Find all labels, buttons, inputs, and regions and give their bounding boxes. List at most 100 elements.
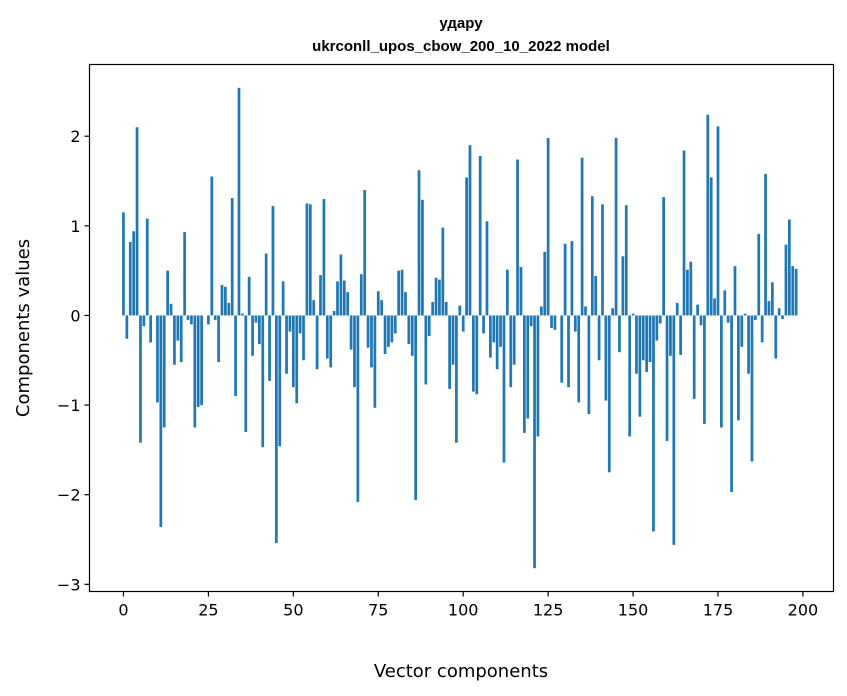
bar [522, 315, 526, 433]
bar [475, 315, 479, 395]
bar [397, 270, 401, 316]
bar [672, 315, 676, 545]
plot-frame [88, 63, 835, 593]
bar [760, 315, 764, 343]
bar [499, 315, 502, 347]
bar [149, 315, 153, 343]
bar [179, 315, 183, 363]
bar [665, 315, 669, 441]
bar [539, 306, 543, 316]
bar [733, 266, 737, 316]
bar [506, 269, 509, 316]
bar [618, 315, 621, 353]
bar [373, 315, 377, 408]
bar [546, 137, 550, 316]
bar [319, 275, 322, 316]
x-tick-label: 100 [448, 601, 479, 620]
bar [407, 315, 411, 345]
bar [193, 315, 197, 428]
bar [468, 145, 472, 316]
chart-subtitle: ukrconll_upos_cbow_200_10_2022 model [312, 38, 610, 55]
bar [655, 315, 659, 341]
bar [196, 315, 200, 407]
bar [376, 291, 380, 316]
bar [363, 189, 367, 316]
y-axis-ticks: −3 −2 −1 0 1 2 [57, 127, 90, 594]
bar [709, 177, 713, 316]
bar [645, 315, 649, 372]
bar [495, 315, 499, 370]
bar [624, 205, 628, 316]
bar [580, 157, 584, 316]
bar [186, 315, 190, 320]
bar [730, 315, 733, 493]
bar [611, 308, 615, 316]
bar [383, 315, 387, 354]
bar [281, 281, 285, 316]
bar [747, 315, 750, 374]
bar [315, 315, 319, 370]
bar [274, 315, 278, 544]
bar [692, 315, 696, 399]
bar [213, 315, 217, 320]
bar [173, 315, 176, 365]
bar [461, 315, 465, 332]
bar [404, 292, 407, 316]
bar [308, 204, 312, 316]
bar [393, 315, 397, 334]
bar [128, 241, 132, 316]
bar [570, 241, 574, 316]
bar [380, 300, 384, 316]
bar [489, 315, 492, 358]
bar [740, 315, 744, 347]
bar [390, 315, 394, 343]
bar [607, 315, 611, 473]
bar [638, 315, 642, 417]
bar [237, 87, 241, 316]
bar [455, 315, 458, 443]
x-tick-label: 50 [283, 601, 303, 620]
bar [502, 315, 506, 463]
bar [349, 315, 353, 350]
bar [285, 315, 288, 374]
bar [339, 254, 343, 316]
bar [353, 315, 356, 388]
bar [356, 315, 360, 502]
bar [254, 315, 258, 323]
bar [227, 302, 231, 316]
bar [410, 315, 414, 356]
y-axis-label: Components values [13, 239, 34, 417]
bar [336, 281, 339, 316]
bar [298, 315, 302, 334]
y-tick-label: −2 [57, 486, 81, 505]
x-tick-label: 25 [198, 601, 218, 620]
bar [244, 315, 248, 432]
bar [241, 313, 244, 316]
y-tick-label: −3 [57, 575, 81, 594]
bar [723, 290, 727, 316]
bar [482, 315, 485, 334]
bar [472, 315, 475, 392]
bar [312, 300, 316, 316]
bar [224, 286, 227, 316]
bar [679, 315, 682, 355]
bar [434, 277, 438, 316]
bar [781, 315, 784, 320]
bar [264, 253, 268, 316]
bar [703, 315, 706, 424]
bar [519, 267, 523, 316]
bar [414, 315, 417, 501]
bar [764, 173, 767, 316]
bar [370, 315, 373, 368]
bar [716, 126, 720, 316]
bar [234, 315, 237, 397]
chart-title: удару [439, 15, 483, 32]
bar [251, 315, 254, 356]
bar [652, 315, 655, 532]
bar [577, 315, 581, 403]
bar [200, 315, 203, 406]
bar [183, 232, 186, 316]
bar [512, 315, 516, 365]
bar [584, 306, 587, 316]
